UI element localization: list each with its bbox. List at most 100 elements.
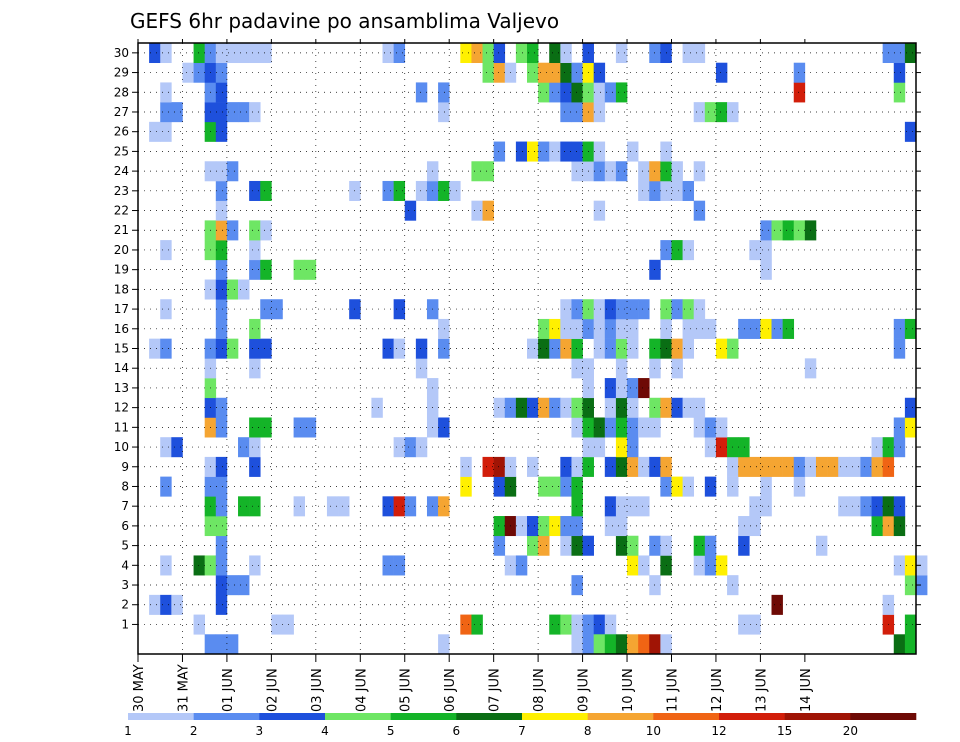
heatmap-cell [560,397,572,418]
heatmap-cell [671,476,683,497]
heatmap-cell [693,161,706,182]
heatmap-cell [615,417,628,438]
heatmap-cell [538,141,550,162]
heatmap-cell [627,299,639,320]
heatmap-cell [249,555,261,576]
y-tick-label: 9 [121,460,129,474]
heatmap-cell [593,200,606,221]
heatmap-cell [326,496,339,517]
heatmap-cell [215,43,228,64]
heatmap-cell [749,456,761,477]
heatmap-cell [527,338,539,359]
heatmap-cell [693,102,706,123]
heatmap-cell [527,397,539,418]
heatmap-cell [604,378,617,399]
heatmap-cell [704,535,717,556]
heatmap-cell [793,82,806,103]
y-tick-label: 14 [114,361,129,375]
heatmap-cell [293,259,306,280]
heatmap-cell [815,456,828,477]
heatmap-cell [593,614,606,635]
heatmap-cell [415,82,428,103]
heatmap-cell [538,318,550,339]
heatmap-cell [615,456,628,477]
heatmap-cell [571,614,583,635]
heatmap-cell [438,634,450,655]
heatmap-cell [215,279,228,300]
x-tick-label: 11 JUN [665,668,680,712]
heatmap-cell [371,397,383,418]
heatmap-cell [538,82,550,103]
heatmap-cell [571,299,583,320]
heatmap-cell [149,338,161,359]
heatmap-cell [682,318,695,339]
heatmap-cell [593,299,606,320]
heatmap-cell [560,516,572,537]
legend-label: 5 [387,724,395,738]
heatmap-cell [738,535,750,556]
y-tick-label: 5 [121,539,129,553]
heatmap-cell [615,378,628,399]
heatmap-cell [871,496,883,517]
heatmap-cell [160,240,172,261]
heatmap-cell [604,496,617,517]
heatmap-cell [515,43,528,64]
heatmap-cell [749,516,761,537]
legend-swatch [784,713,851,720]
heatmap-cell [571,318,583,339]
legend-swatch [719,713,785,720]
heatmap-cell [260,299,272,320]
heatmap-cell [382,43,394,64]
heatmap-cell [204,634,217,655]
heatmap-cell [493,516,506,537]
heatmap-cell [793,456,806,477]
legend-swatch [850,713,917,720]
heatmap-cell [193,43,205,64]
heatmap-cell [571,141,583,162]
heatmap-cell [571,62,583,83]
heatmap-cell [860,496,872,517]
heatmap-cell [715,102,728,123]
heatmap-cell [249,102,261,123]
heatmap-cell [627,437,639,458]
y-tick-label: 29 [114,66,129,80]
heatmap-cell [382,496,394,517]
heatmap-cell [627,141,639,162]
heatmap-cell [693,535,706,556]
heatmap-cell [249,456,261,477]
heatmap-cell [704,417,717,438]
heatmap-cell [571,358,583,379]
heatmap-cell [493,476,506,497]
heatmap-cell [438,338,450,359]
heatmap-cell [604,318,617,339]
y-tick-label: 12 [114,401,129,415]
heatmap-cell [671,299,683,320]
heatmap-cell [682,338,695,359]
heatmap-cell [571,397,583,418]
heatmap-cell [704,476,717,497]
legend-label: 15 [777,724,792,738]
heatmap-cell [571,338,583,359]
heatmap-cell [471,614,483,635]
heatmap-cell [382,338,394,359]
heatmap-cell [571,476,583,497]
heatmap-cell [704,555,717,576]
heatmap-cell [760,220,772,241]
heatmap-cell [249,417,261,438]
heatmap-cell [304,259,317,280]
heatmap-cell [738,318,750,339]
heatmap-cell [271,299,283,320]
heatmap-cell [560,43,572,64]
heatmap-cell [538,516,550,537]
heatmap-cell [215,476,228,497]
heatmap-cell [715,417,728,438]
heatmap-cell [871,516,883,537]
heatmap-cell [260,43,272,64]
heatmap-cell [571,535,583,556]
heatmap-cell [827,456,839,477]
heatmap-cell [538,535,550,556]
heatmap-cell [560,614,572,635]
heatmap-cell [549,476,561,497]
heatmap-cell [571,634,583,655]
heatmap-cell [215,496,228,517]
